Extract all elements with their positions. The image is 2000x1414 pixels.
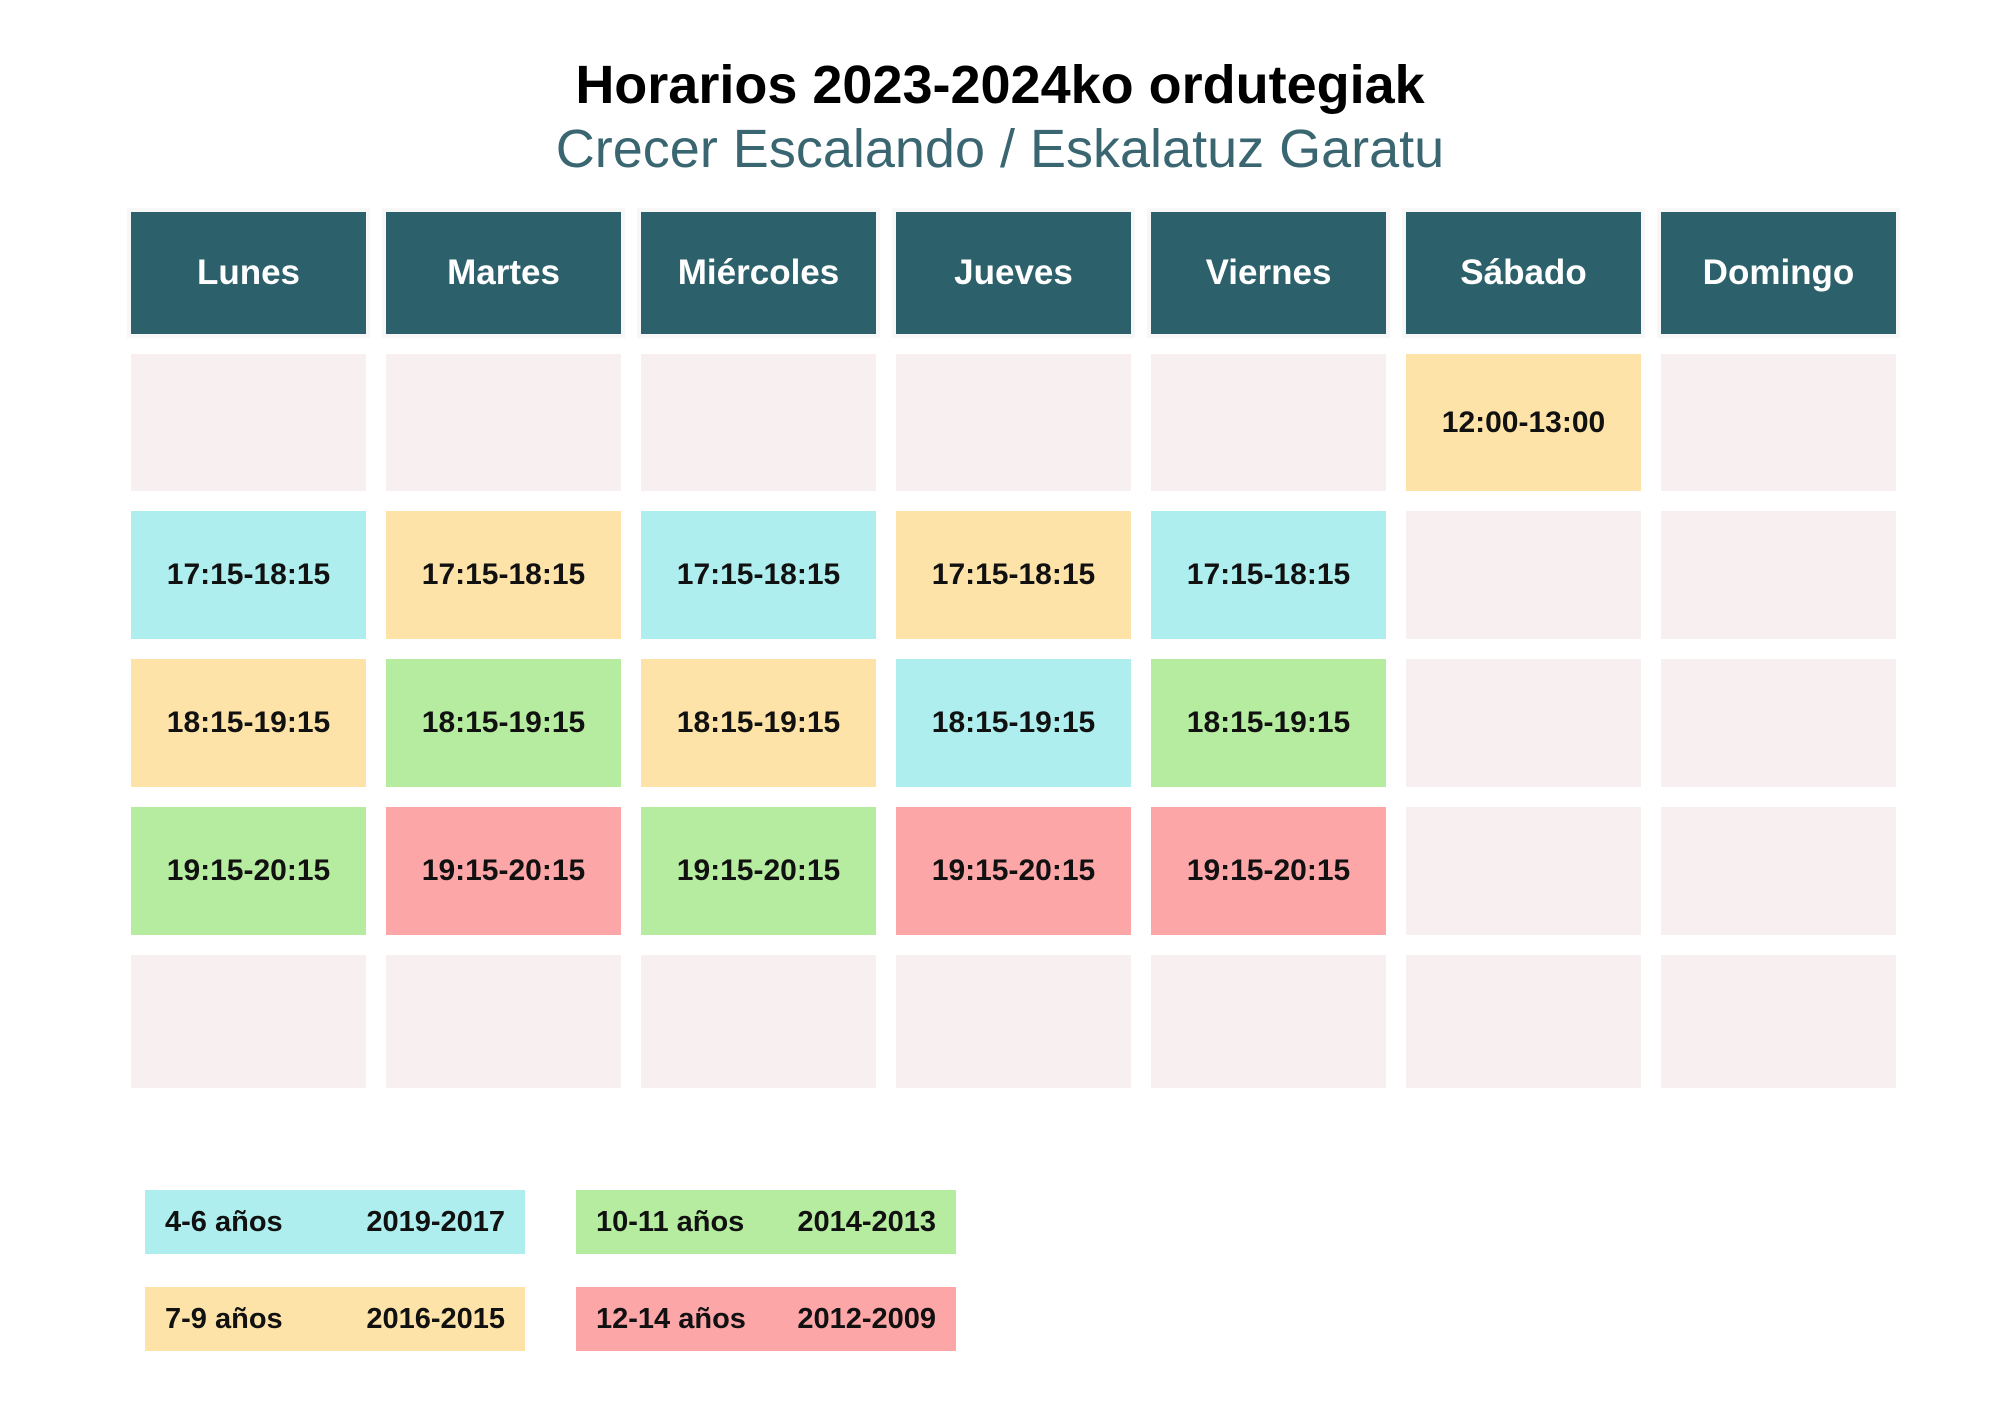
schedule-slot: 19:15-20:15 bbox=[641, 807, 876, 935]
schedule-slot: 19:15-20:15 bbox=[1151, 807, 1386, 935]
empty-slot bbox=[1406, 511, 1641, 639]
schedule-slot: 19:15-20:15 bbox=[896, 807, 1131, 935]
empty-slot bbox=[386, 354, 621, 491]
legend-age: 10-11 años bbox=[596, 1205, 745, 1238]
empty-slot bbox=[1661, 354, 1896, 491]
empty-slot bbox=[1406, 955, 1641, 1088]
page-subtitle: Crecer Escalando / Eskalatuz Garatu bbox=[555, 119, 1445, 179]
empty-slot bbox=[896, 354, 1131, 491]
schedule-slot: 18:15-19:15 bbox=[1151, 659, 1386, 787]
day-header-1: Martes bbox=[386, 212, 621, 334]
empty-slot bbox=[1151, 354, 1386, 491]
legend-item: 7-9 años 2016-2015 bbox=[145, 1287, 525, 1351]
day-header-6: Domingo bbox=[1661, 212, 1896, 334]
legend-age: 12-14 años bbox=[596, 1302, 746, 1335]
empty-slot bbox=[896, 955, 1131, 1088]
day-header-4: Viernes bbox=[1151, 212, 1386, 334]
page-title: Horarios 2023-2024ko ordutegiak bbox=[575, 55, 1425, 115]
empty-slot bbox=[641, 955, 876, 1088]
empty-slot bbox=[1151, 955, 1386, 1088]
schedule-slot: 18:15-19:15 bbox=[131, 659, 366, 787]
legend-years: 2012-2009 bbox=[797, 1302, 936, 1335]
legend-years: 2016-2015 bbox=[366, 1302, 505, 1335]
empty-slot bbox=[1661, 807, 1896, 935]
schedule-slot: 18:15-19:15 bbox=[386, 659, 621, 787]
legend-item: 12-14 años 2012-2009 bbox=[576, 1287, 956, 1351]
empty-slot bbox=[1406, 659, 1641, 787]
empty-slot bbox=[386, 955, 621, 1088]
day-header-0: Lunes bbox=[131, 212, 366, 334]
empty-slot bbox=[1661, 511, 1896, 639]
legend-years: 2014-2013 bbox=[797, 1205, 936, 1238]
schedule-slot: 17:15-18:15 bbox=[1151, 511, 1386, 639]
empty-slot bbox=[641, 354, 876, 491]
legend-age: 7-9 años bbox=[165, 1302, 283, 1335]
legend-years: 2019-2017 bbox=[366, 1205, 505, 1238]
empty-slot bbox=[131, 955, 366, 1088]
day-header-3: Jueves bbox=[896, 212, 1131, 334]
schedule-slot: 17:15-18:15 bbox=[131, 511, 366, 639]
schedule-slot: 19:15-20:15 bbox=[386, 807, 621, 935]
empty-slot bbox=[131, 354, 366, 491]
schedule-slot: 17:15-18:15 bbox=[386, 511, 621, 639]
day-header-2: Miércoles bbox=[641, 212, 876, 334]
empty-slot bbox=[1661, 659, 1896, 787]
day-header-5: Sábado bbox=[1406, 212, 1641, 334]
empty-slot bbox=[1661, 955, 1896, 1088]
schedule-slot: 17:15-18:15 bbox=[896, 511, 1131, 639]
schedule-slot: 18:15-19:15 bbox=[896, 659, 1131, 787]
schedule-table: Lunes Martes Miércoles Jueves Viernes Sábado D… bbox=[131, 212, 1896, 1088]
empty-slot bbox=[1406, 807, 1641, 935]
schedule-slot: 17:15-18:15 bbox=[641, 511, 876, 639]
legend-item: 10-11 años 2014-2013 bbox=[576, 1190, 956, 1254]
schedule-slot: 18:15-19:15 bbox=[641, 659, 876, 787]
legend-item: 4-6 años 2019-2017 bbox=[145, 1190, 525, 1254]
schedule-slot: 12:00-13:00 bbox=[1406, 354, 1641, 491]
legend-age: 4-6 años bbox=[165, 1205, 283, 1238]
schedule-slot: 19:15-20:15 bbox=[131, 807, 366, 935]
